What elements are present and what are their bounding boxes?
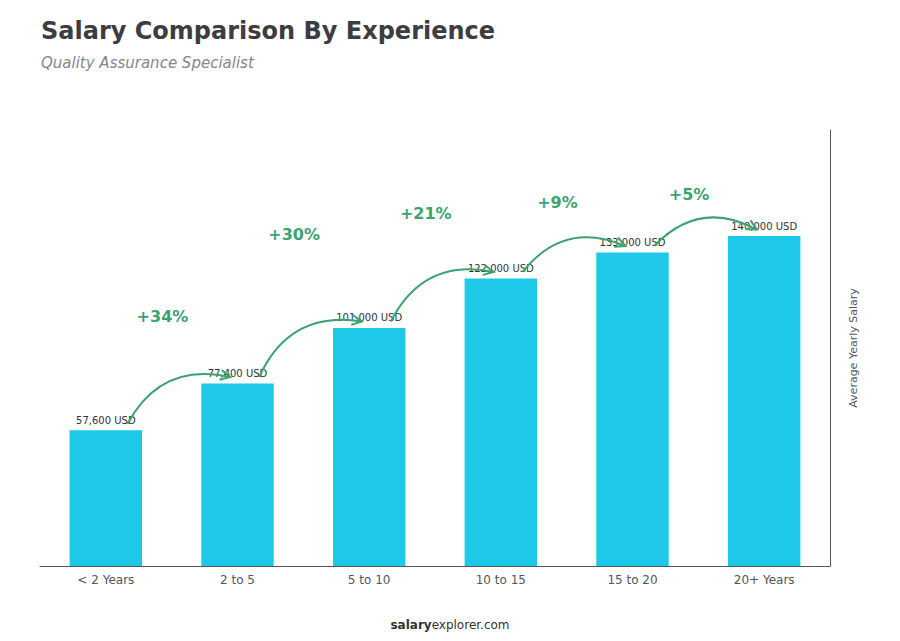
- svg-text:+21%: +21%: [400, 204, 452, 223]
- svg-text:10 to 15: 10 to 15: [476, 573, 526, 587]
- svg-text:133,000 USD: 133,000 USD: [600, 237, 666, 248]
- svg-text:20+ Years: 20+ Years: [734, 573, 795, 587]
- svg-text:5 to 10: 5 to 10: [348, 573, 391, 587]
- svg-text:57,600 USD: 57,600 USD: [76, 415, 136, 426]
- svg-text:101,000 USD: 101,000 USD: [336, 312, 403, 324]
- svg-text:77,400 USD: 77,400 USD: [208, 368, 268, 379]
- svg-text:122,000 USD: 122,000 USD: [467, 263, 534, 274]
- svg-text:Salary Comparison By Experienc: Salary Comparison By Experience: [41, 17, 495, 45]
- svg-text:+34%: +34%: [137, 307, 189, 326]
- svg-text:+5%: +5%: [669, 185, 710, 204]
- svg-text:explorer.com: explorer.com: [432, 618, 510, 632]
- svg-text:Average Yearly Salary: Average Yearly Salary: [847, 288, 860, 408]
- svg-text:+30%: +30%: [268, 225, 320, 244]
- svg-text:15 to 20: 15 to 20: [607, 573, 657, 587]
- svg-text:Quality Assurance Specialist: Quality Assurance Specialist: [41, 54, 255, 72]
- svg-text:salary: salary: [390, 618, 431, 632]
- svg-text:< 2 Years: < 2 Years: [77, 573, 134, 587]
- svg-text:+9%: +9%: [537, 193, 578, 212]
- svg-text:140,000 USD: 140,000 USD: [731, 220, 798, 232]
- svg-text:2 to 5: 2 to 5: [220, 573, 255, 587]
